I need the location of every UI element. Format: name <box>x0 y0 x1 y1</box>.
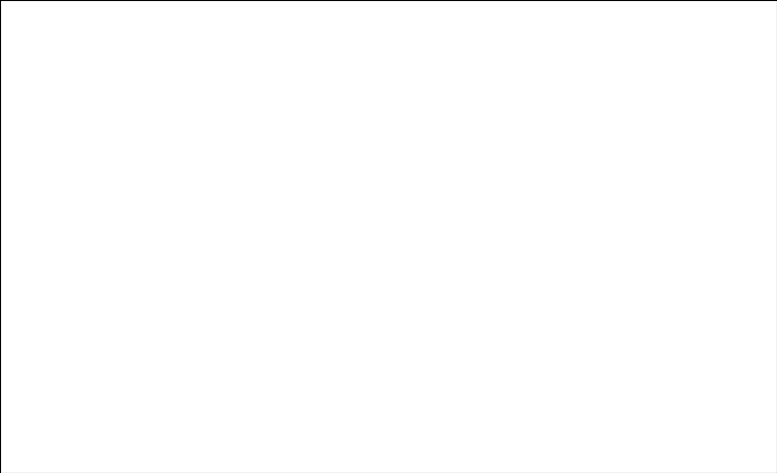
Text: (a): (a) <box>0 0 10 14</box>
Legend: CNC-S, CNC-DS: CNC-S, CNC-DS <box>596 434 645 460</box>
Legend: CNC-S, CNC-DS: CNC-S, CNC-DS <box>163 284 213 310</box>
Y-axis label: Normalized height of gel: Normalized height of gel <box>552 299 562 445</box>
Text: (d): (d) <box>267 266 287 280</box>
Text: (e): (e) <box>556 266 577 280</box>
Text: (b): (b) <box>383 0 403 14</box>
X-axis label: Frequency (rad/s): Frequency (rad/s) <box>133 225 236 235</box>
Y-axis label: Viscosity (Pa S): Viscosity (Pa S) <box>253 326 262 418</box>
Legend: CNC-S, CNC-DS: CNC-S, CNC-DS <box>455 284 505 310</box>
Legend: CNC-S elastic modulus (G'), CNC-S viscous modulus(G''), CNC-DS elastic modulus (: CNC-S elastic modulus (G'), CNC-S viscou… <box>12 158 134 194</box>
